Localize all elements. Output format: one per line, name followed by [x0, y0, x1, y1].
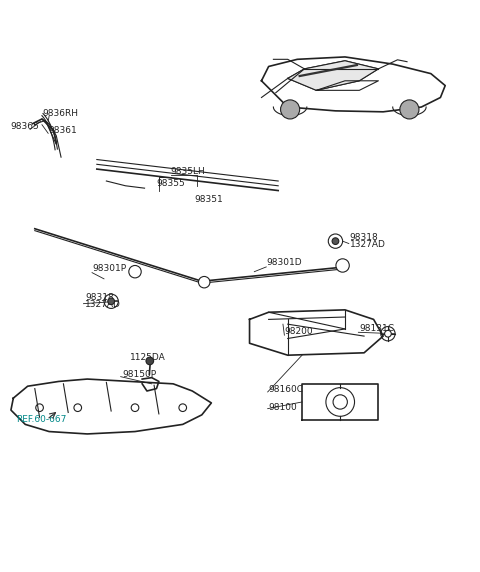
Text: 9835LH: 9835LH [171, 167, 205, 176]
Text: 98301D: 98301D [266, 258, 302, 267]
Circle shape [281, 100, 300, 119]
Text: 1327AD: 1327AD [85, 300, 121, 309]
Text: 98351: 98351 [195, 196, 223, 204]
Text: 98150P: 98150P [122, 370, 156, 379]
Text: 98318: 98318 [85, 293, 114, 303]
Text: 98200: 98200 [284, 327, 313, 336]
Text: 98318: 98318 [350, 233, 379, 242]
Circle shape [384, 331, 391, 337]
Circle shape [129, 265, 141, 278]
Circle shape [108, 298, 115, 305]
Text: 98365: 98365 [10, 122, 39, 132]
Circle shape [199, 276, 210, 288]
Text: 98361: 98361 [48, 126, 77, 136]
Circle shape [336, 259, 349, 272]
Text: 9836RH: 9836RH [42, 109, 78, 118]
Text: 98301P: 98301P [92, 264, 126, 273]
Text: 1125DA: 1125DA [130, 353, 166, 362]
Circle shape [146, 357, 154, 365]
Text: 1327AD: 1327AD [350, 240, 385, 249]
Circle shape [332, 238, 339, 244]
Text: 98100: 98100 [269, 403, 298, 412]
Text: 98160C: 98160C [269, 385, 304, 394]
Polygon shape [288, 61, 378, 90]
Text: REF.60-667: REF.60-667 [16, 415, 66, 424]
Text: 98355: 98355 [156, 179, 185, 188]
Circle shape [400, 100, 419, 119]
Text: 98131C: 98131C [360, 324, 394, 333]
